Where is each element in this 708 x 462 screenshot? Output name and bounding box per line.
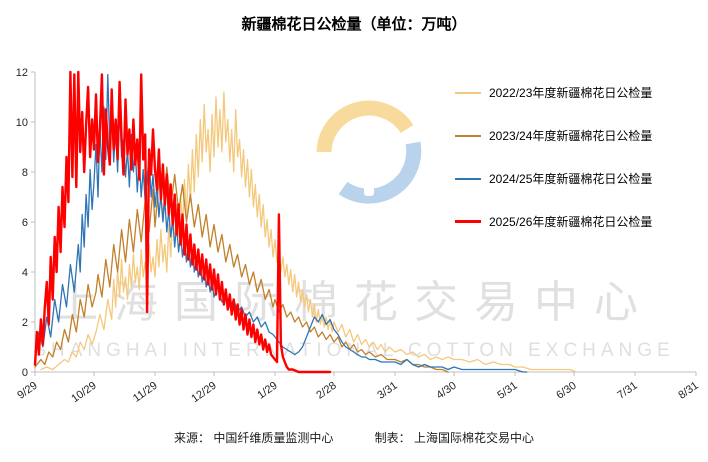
y-tick-label: 6 bbox=[22, 217, 28, 229]
maker-value: 上海国际棉花交易中心 bbox=[414, 431, 535, 445]
legend-label: 2023/24年度新疆棉花日公检量 bbox=[489, 129, 653, 143]
chart-title: 新疆棉花日公检量（单位：万吨） bbox=[241, 16, 467, 33]
legend: 2022/23年度新疆棉花日公检量 2023/24年度新疆棉花日公检量 2024/2… bbox=[455, 84, 652, 256]
legend-swatch bbox=[455, 220, 481, 223]
legend-label: 2024/25年度新疆棉花日公检量 bbox=[489, 172, 653, 186]
source-value: 中国纤维质量监测中心 bbox=[213, 431, 334, 445]
legend-item: 2023/24年度新疆棉花日公检量 bbox=[455, 127, 652, 144]
y-tick-label: 0 bbox=[22, 367, 28, 379]
logo-blue-arc bbox=[338, 141, 422, 204]
y-tick-label: 4 bbox=[22, 267, 28, 279]
x-tick-label: 11/29 bbox=[131, 380, 160, 405]
maker-label: 制表： bbox=[374, 431, 411, 445]
series-line-2024-25 bbox=[34, 73, 528, 373]
legend-swatch bbox=[455, 177, 481, 180]
x-tick-label: 12/29 bbox=[189, 380, 218, 406]
y-tick-label: 8 bbox=[22, 167, 28, 179]
legend-swatch bbox=[455, 91, 481, 94]
source-label: 来源： bbox=[173, 431, 210, 445]
x-tick-label: 2/28 bbox=[314, 380, 338, 402]
x-tick-label: 10/29 bbox=[69, 380, 98, 406]
x-tick-label: 1/29 bbox=[255, 380, 279, 402]
logo-yellow-arc bbox=[316, 100, 414, 153]
series-line-2025-26 bbox=[33, 70, 332, 374]
watermark-text-cn: 上海国际棉花交易中心 bbox=[54, 278, 654, 327]
x-tick-label: 3/31 bbox=[375, 380, 399, 402]
legend-label: 2025/26年度新疆棉花日公检量 bbox=[489, 215, 653, 229]
series-line-2022-23 bbox=[40, 91, 577, 373]
legend-item: 2025/26年度新疆棉花日公检量 bbox=[455, 213, 652, 230]
x-tick-label: 4/30 bbox=[434, 380, 458, 402]
legend-item: 2022/23年度新疆棉花日公检量 bbox=[455, 84, 652, 101]
footer: 来源： 中国纤维质量监测中心 制表： 上海国际棉花交易中心 bbox=[0, 429, 708, 446]
y-tick-label: 12 bbox=[16, 67, 28, 79]
legend-item: 2024/25年度新疆棉花日公检量 bbox=[455, 170, 652, 187]
x-tick-label: 7/31 bbox=[615, 380, 639, 402]
x-tick-label: 6/30 bbox=[554, 380, 578, 402]
y-tick-label: 2 bbox=[22, 317, 28, 329]
legend-swatch bbox=[455, 134, 481, 137]
cotton-logo-icon bbox=[316, 100, 422, 204]
y-tick-label: 10 bbox=[16, 117, 28, 129]
x-tick-label: 8/31 bbox=[676, 380, 700, 402]
x-tick-label: 5/31 bbox=[495, 380, 519, 402]
legend-label: 2022/23年度新疆棉花日公检量 bbox=[489, 86, 653, 100]
series-line-2023-24 bbox=[34, 166, 449, 373]
logo-cotton-cloud bbox=[336, 129, 402, 196]
x-tick-label: 9/29 bbox=[15, 380, 39, 402]
